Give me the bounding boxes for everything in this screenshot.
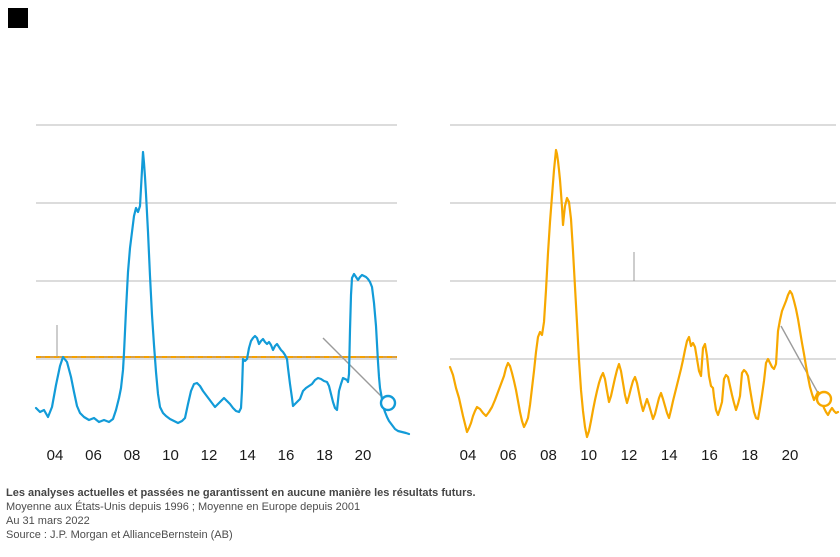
disclaimer-text: Les analyses actuelles et passées ne gar… xyxy=(6,487,476,499)
series-line xyxy=(448,148,840,439)
logo-square xyxy=(8,8,28,28)
x-tick-label: 06 xyxy=(500,447,517,464)
callout-line xyxy=(780,325,819,394)
x-tick-label: 08 xyxy=(540,447,557,464)
asof-text: Au 31 mars 2022 xyxy=(6,515,90,527)
spread-charts: 04 06 08 10 12 14 16 18 20 04 06 08 10 12 14 16 18 20 xyxy=(34,124,840,464)
x-tick-label: 16 xyxy=(701,447,718,464)
source-text: Source : J.P. Morgan et AllianceBernstei… xyxy=(6,529,233,541)
x-tick-label: 14 xyxy=(661,447,678,464)
x-tick-label: 12 xyxy=(201,447,218,464)
x-tick-label: 10 xyxy=(580,447,597,464)
x-tick-label: 06 xyxy=(85,447,102,464)
x-tick-label: 18 xyxy=(316,447,333,464)
series-line xyxy=(34,150,411,436)
x-tick-label: 08 xyxy=(124,447,141,464)
x-tick-label: 10 xyxy=(162,447,179,464)
current-value-dot xyxy=(815,390,833,408)
current-value-dot xyxy=(379,394,397,412)
x-tick-label: 04 xyxy=(460,447,477,464)
europe-high-yield-spread-chart: 04 06 08 10 12 14 16 18 20 xyxy=(448,124,840,464)
x-tick-label: 18 xyxy=(741,447,758,464)
us-high-yield-spread-chart: 04 06 08 10 12 14 16 18 20 xyxy=(34,124,411,464)
footnotes: Les analyses actuelles et passées ne gar… xyxy=(6,486,834,542)
x-tick-label: 16 xyxy=(278,447,295,464)
x-tick-label: 12 xyxy=(621,447,638,464)
methodology-text: Moyenne aux États-Unis depuis 1996 ; Moy… xyxy=(6,501,361,513)
x-tick-label: 20 xyxy=(782,447,799,464)
x-tick-label: 04 xyxy=(47,447,64,464)
x-tick-label: 20 xyxy=(355,447,372,464)
x-tick-label: 14 xyxy=(239,447,256,464)
callout-line xyxy=(322,337,384,399)
